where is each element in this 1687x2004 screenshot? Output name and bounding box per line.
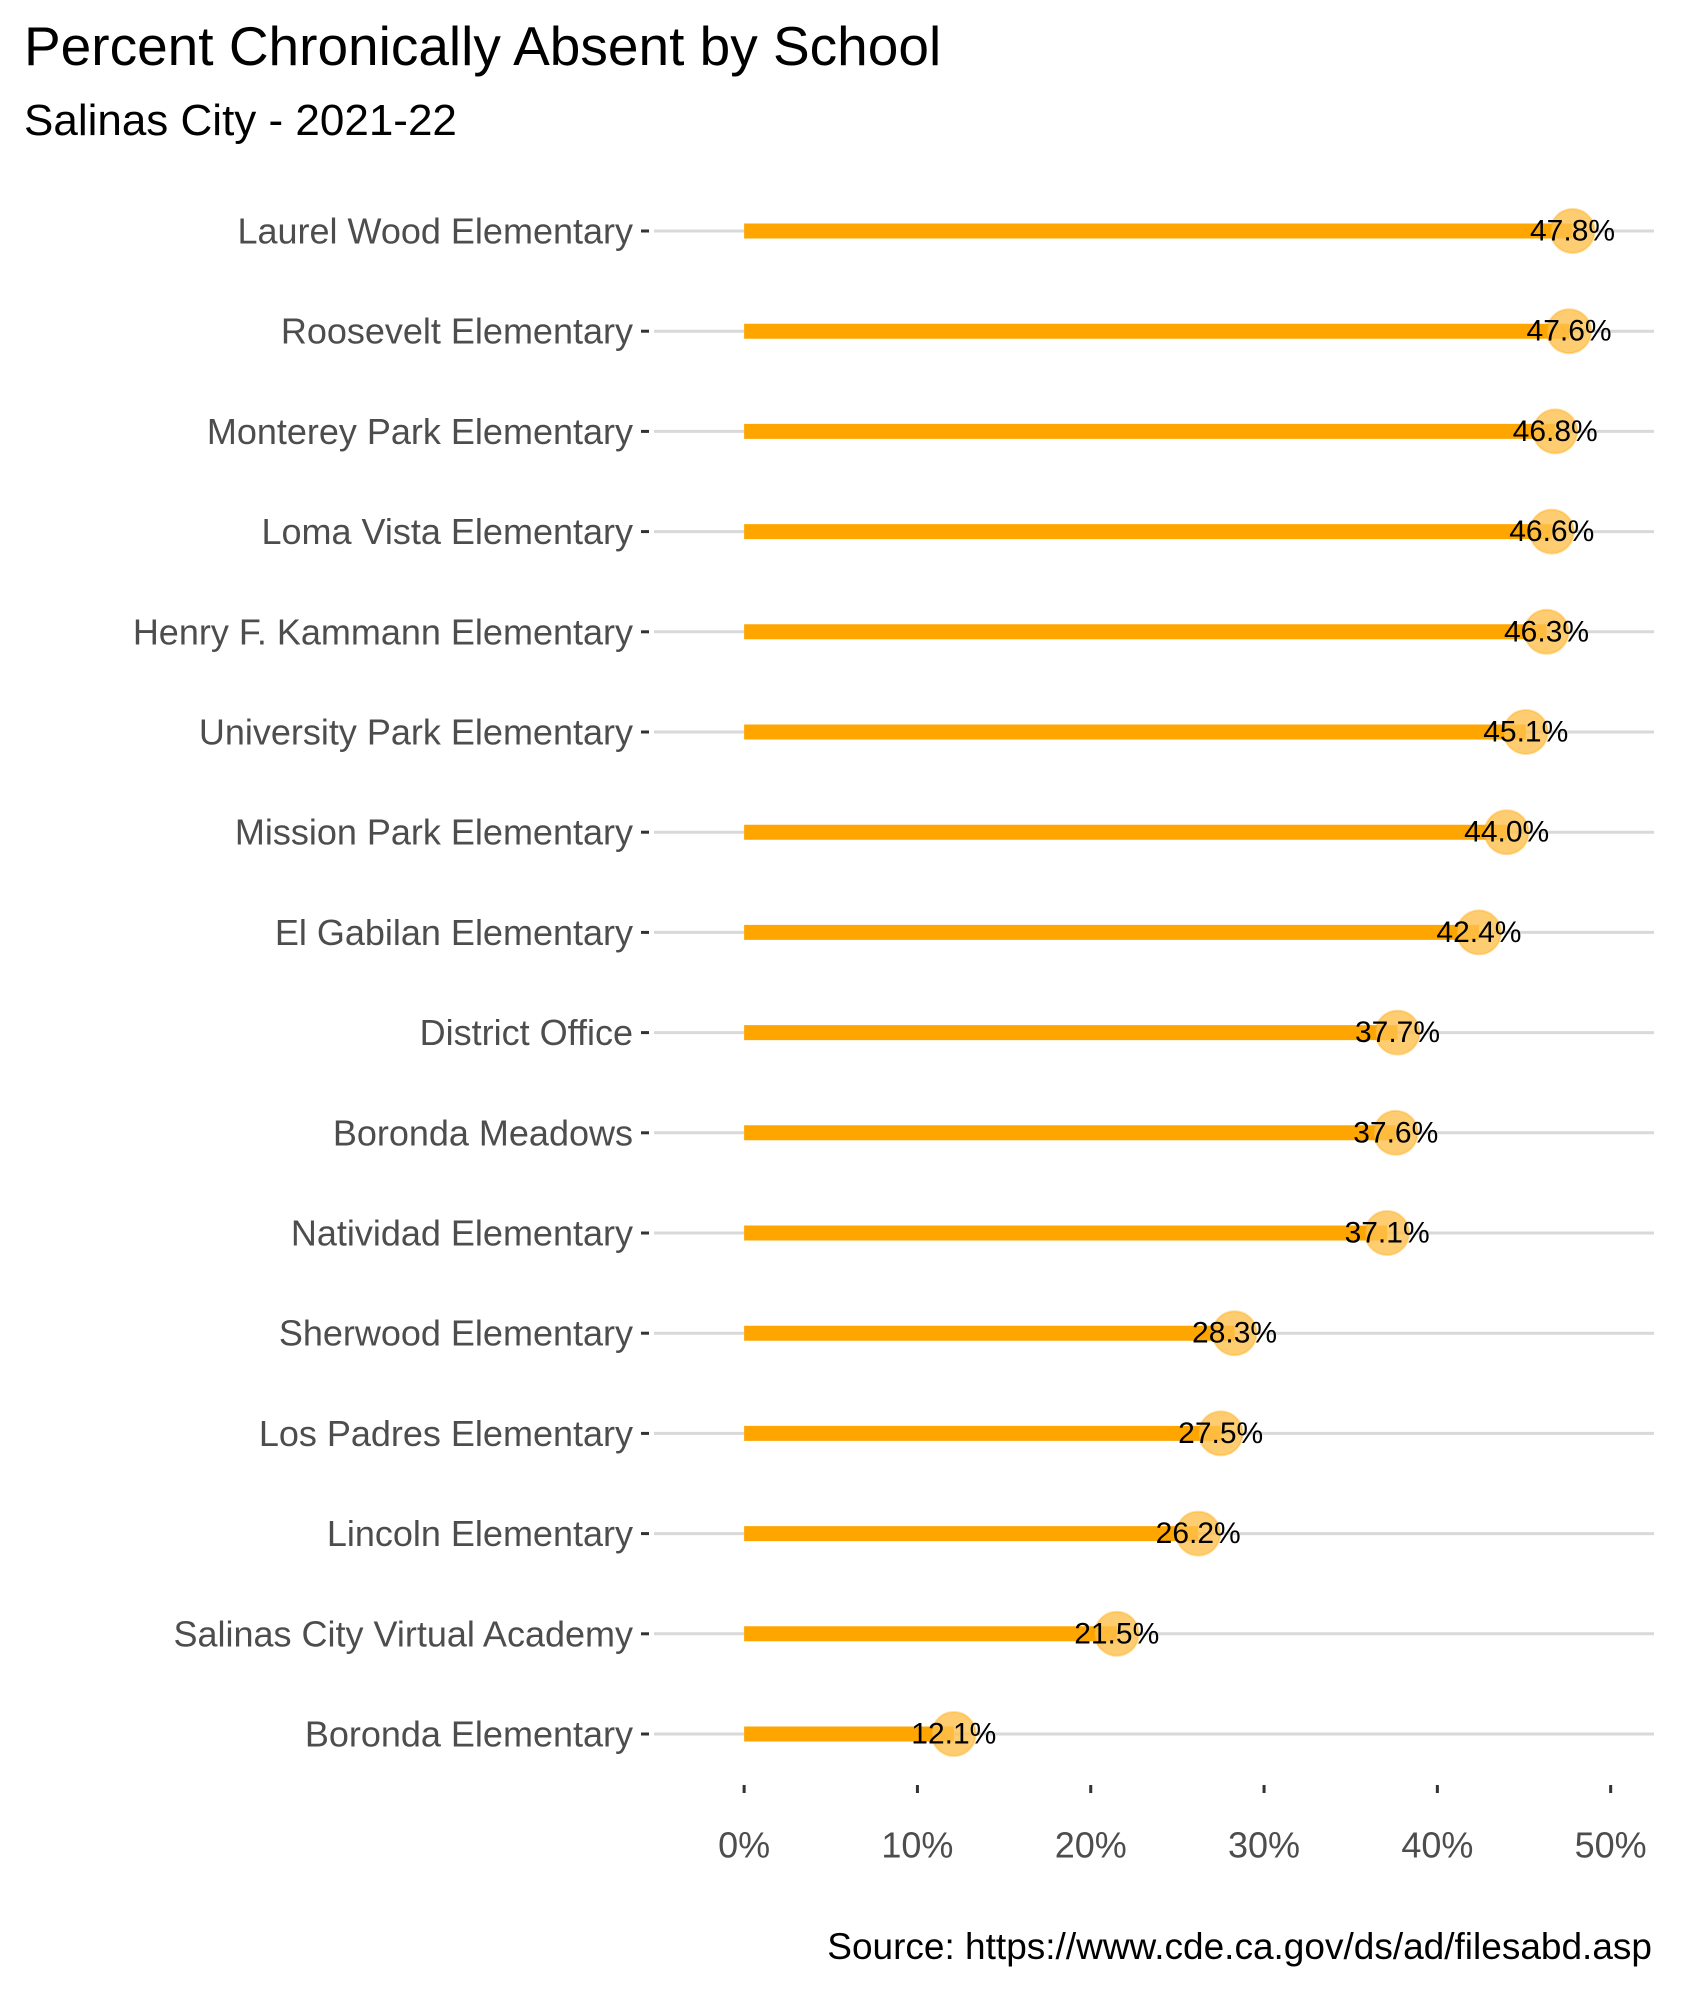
data-label: 37.7% (1355, 1016, 1440, 1049)
y-tick-label: Boronda Elementary (305, 1714, 633, 1755)
y-tick-label: Natividad Elementary (291, 1213, 633, 1254)
point (1483, 809, 1530, 856)
y-tick-label: Salinas City Virtual Academy (173, 1613, 633, 1654)
chart-subtitle: Salinas City - 2021-22 (24, 96, 457, 145)
point (1549, 208, 1596, 254)
data-label: 45.1% (1483, 716, 1568, 749)
point (1528, 508, 1575, 555)
y-tick-label: University Park Elementary (199, 712, 633, 753)
point (1372, 1109, 1419, 1156)
y-tick-label: Loma Vista Elementary (261, 511, 633, 552)
y-tick-label: District Office (420, 1012, 633, 1053)
data-label: 37.6% (1353, 1116, 1438, 1149)
point (1502, 709, 1549, 755)
data-label: 37.1% (1345, 1217, 1430, 1250)
x-tick-label: 50% (1575, 1825, 1647, 1866)
chart-title: Percent Chronically Absent by School (24, 15, 942, 77)
point (1175, 1510, 1222, 1557)
point (1532, 408, 1579, 455)
data-label: 27.5% (1178, 1417, 1263, 1450)
data-label: 47.6% (1527, 315, 1612, 348)
x-tick-label: 10% (881, 1825, 953, 1866)
chart-caption: Source: https://www.cde.ca.gov/ds/ad/fil… (827, 1926, 1652, 1967)
y-tick-label: Boronda Meadows (333, 1112, 633, 1153)
data-label: 42.4% (1436, 916, 1521, 949)
x-tick-label: 30% (1228, 1825, 1300, 1866)
y-tick-label: Los Padres Elementary (259, 1413, 633, 1454)
y-tick-label: Sherwood Elementary (279, 1313, 633, 1354)
point (1546, 308, 1593, 355)
point (1455, 909, 1502, 956)
x-tick-label: 40% (1401, 1825, 1473, 1866)
point (930, 1711, 977, 1757)
point (1523, 608, 1570, 655)
data-label: 44.0% (1464, 816, 1549, 849)
y-tick-label: Roosevelt Elementary (281, 311, 633, 352)
x-tick-label: 0% (718, 1825, 770, 1866)
data-label: 46.6% (1509, 515, 1594, 548)
point (1211, 1310, 1258, 1357)
point (1374, 1009, 1421, 1056)
data-label: 46.3% (1504, 615, 1589, 648)
x-tick-label: 20% (1055, 1825, 1127, 1866)
data-label: 21.5% (1074, 1617, 1159, 1650)
point (1093, 1610, 1140, 1657)
point (1197, 1410, 1244, 1457)
y-tick-label: Monterey Park Elementary (207, 411, 633, 452)
y-tick-label: Henry F. Kammann Elementary (133, 611, 633, 652)
y-tick-label: Mission Park Elementary (235, 812, 633, 853)
data-label: 26.2% (1156, 1517, 1241, 1550)
y-tick-label: Lincoln Elementary (327, 1513, 633, 1554)
data-label: 12.1% (911, 1718, 996, 1751)
data-label: 28.3% (1192, 1317, 1277, 1350)
point (1364, 1210, 1411, 1256)
data-label: 46.8% (1513, 415, 1598, 448)
data-label: 47.8% (1530, 215, 1615, 248)
y-tick-label: Laurel Wood Elementary (237, 211, 633, 252)
y-tick-label: El Gabilan Elementary (275, 912, 633, 953)
